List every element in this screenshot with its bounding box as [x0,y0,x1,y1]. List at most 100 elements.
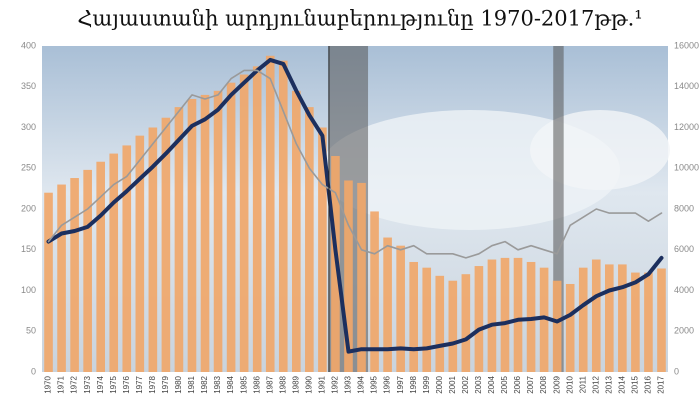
y-tick-label: 250 [21,163,36,173]
x-tick-label: 1977 [135,375,144,393]
bar [462,274,471,372]
x-tick-label: 1989 [291,375,300,393]
y2-tick-label: 6000 [674,244,694,254]
bar [240,75,249,372]
x-tick-label: 1991 [318,375,327,393]
y-tick-label: 100 [21,285,36,295]
x-tick-label: 2014 [617,375,626,393]
x-tick-label: 1973 [83,375,92,393]
x-tick-label: 1985 [239,375,248,393]
bar [214,91,223,372]
bar [305,107,314,372]
x-tick-label: 1982 [200,375,209,393]
bar [422,268,431,372]
x-tick-label: 1996 [383,375,392,393]
x-tick-label: 1975 [109,375,118,393]
bar [644,273,653,372]
y-tick-label: 350 [21,81,36,91]
bar [435,276,444,372]
bar [657,268,666,372]
x-tick-label: 1981 [187,375,196,393]
x-tick-label: 2011 [578,375,587,393]
bar [357,183,366,372]
x-tick-label: 2017 [657,375,666,393]
x-tick-label: 1978 [148,375,157,393]
x-tick-label: 1988 [278,375,287,393]
bar [266,56,275,372]
x-tick-label: 1970 [44,375,53,393]
bar [449,281,458,372]
cloud [530,110,670,190]
x-tick-label: 2001 [448,375,457,393]
bar [227,83,236,372]
x-tick-label: 1999 [422,375,431,393]
x-tick-label: 1987 [265,375,274,393]
chart: Հայաստանի արդյունաբերությունը 1970-2017թ… [0,0,700,403]
bar [292,91,301,372]
bar [396,246,405,372]
x-tick-label: 1997 [396,375,405,393]
y-tick-label: 150 [21,244,36,254]
bar [475,266,484,372]
y2-tick-label: 0 [674,366,679,376]
x-tick-label: 2007 [526,375,535,393]
x-tick-label: 1983 [213,375,222,393]
bar [566,284,575,372]
y-tick-label: 400 [21,40,36,50]
x-tick-label: 2009 [552,375,561,393]
x-tick-label: 1998 [409,375,418,393]
bar [409,262,418,372]
x-tick-label: 1993 [344,375,353,393]
bar [553,281,562,372]
y-tick-label: 200 [21,203,36,213]
x-tick-label: 2016 [644,375,653,393]
bar [253,66,262,372]
x-tick-label: 2003 [474,375,483,393]
x-tick-label: 2010 [565,375,574,393]
y2-tick-label: 4000 [674,285,694,295]
x-tick-label: 1984 [226,375,235,393]
bar [201,95,210,372]
y2-tick-label: 12000 [674,122,699,132]
x-tick-label: 1971 [57,375,66,393]
y2-tick-label: 14000 [674,81,699,91]
y2-tick-label: 8000 [674,203,694,213]
bar [605,264,614,372]
y-tick-label: 300 [21,122,36,132]
y-tick-label: 0 [31,366,36,376]
bar [136,136,145,372]
bar [383,238,392,372]
bar [279,61,288,372]
bar [44,193,53,372]
bar [579,268,588,372]
chart-title: Հայաստանի արդյունաբերությունը 1970-2017թ… [77,7,642,31]
bar [488,260,497,372]
bar [188,99,197,372]
x-tick-label: 2015 [631,375,640,393]
bar [57,185,66,372]
bar [175,107,184,372]
x-tick-label: 2005 [500,375,509,393]
x-tick-label: 2002 [461,375,470,393]
x-tick-label: 1972 [70,375,79,393]
x-tick-label: 1979 [161,375,170,393]
x-tick-label: 1980 [174,375,183,393]
y-tick-label: 50 [26,326,36,336]
x-tick-label: 1990 [304,375,313,393]
bar [631,273,640,372]
x-tick-label: 1994 [357,375,366,393]
bar [122,145,131,372]
x-tick-label: 1995 [370,375,379,393]
bar [70,178,79,372]
bar [501,258,510,372]
x-tick-label: 2008 [539,375,548,393]
bar [514,258,523,372]
x-tick-label: 1986 [252,375,261,393]
x-tick-label: 1992 [331,375,340,393]
y2-tick-label: 16000 [674,40,699,50]
y2-tick-label: 2000 [674,326,694,336]
x-tick-label: 2004 [487,375,496,393]
bar [83,170,92,372]
y2-tick-label: 10000 [674,163,699,173]
x-tick-label: 2000 [435,375,444,393]
